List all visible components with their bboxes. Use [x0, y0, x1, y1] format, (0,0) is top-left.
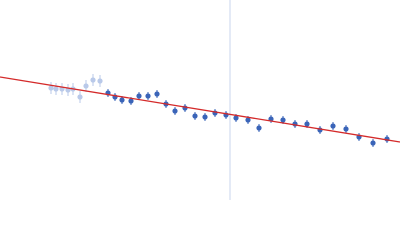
data-point [172, 108, 178, 114]
data-point [145, 93, 151, 99]
data-point [233, 115, 239, 121]
data-point [343, 126, 349, 132]
data-point [136, 93, 142, 99]
data-point [128, 98, 134, 104]
data-point [119, 97, 125, 103]
chart [0, 0, 400, 200]
data-point [330, 123, 336, 129]
data-point [280, 117, 286, 123]
data-point [53, 86, 59, 92]
data-point [202, 114, 208, 120]
data-point [48, 85, 54, 91]
data-point [245, 117, 251, 123]
data-point [97, 78, 103, 84]
data-point [90, 77, 96, 83]
data-point [77, 94, 83, 100]
fit-line [0, 76, 400, 143]
data-point [154, 91, 160, 97]
data-point [370, 140, 376, 146]
data-point [256, 125, 262, 131]
data-point [192, 113, 198, 119]
data-point [304, 121, 310, 127]
data-point [83, 83, 89, 89]
